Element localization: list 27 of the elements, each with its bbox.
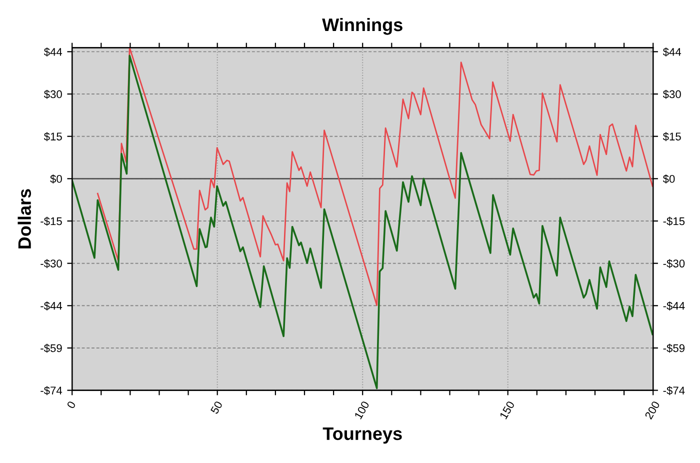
y2-tick-label: -$30 <box>663 259 685 268</box>
y2-tick-label: -$74 <box>663 386 685 396</box>
y2-tick-label: $30 <box>662 90 681 99</box>
y-tick-label: -$15 <box>40 216 62 226</box>
y2-tick-label: $0 <box>662 174 675 184</box>
y2-tick-label: -$44 <box>663 301 685 310</box>
y-tick-label: $0 <box>50 174 62 184</box>
y2-tick-label: -$59 <box>663 344 685 353</box>
y-tick-label: $44 <box>44 47 62 56</box>
y2-tick-label: -$15 <box>663 216 685 226</box>
y-axis-title: Dollars <box>18 189 32 248</box>
x-tick-label: 200 <box>644 400 660 420</box>
x-tick-label: 150 <box>499 400 515 420</box>
y-tick-label: $15 <box>44 132 62 142</box>
y-tick-label: $30 <box>44 90 62 99</box>
y2-tick-label: $44 <box>662 47 682 56</box>
x-tick-label: 100 <box>354 400 370 420</box>
y2-tick-label: $15 <box>662 132 681 142</box>
chart-title: Winnings <box>322 18 402 35</box>
y-tick-label: -$74 <box>40 386 62 396</box>
y-tick-label: -$44 <box>40 301 62 310</box>
y-tick-label: -$59 <box>40 344 62 353</box>
x-tick-label: 0 <box>66 400 76 410</box>
y-tick-label: -$30 <box>40 259 62 268</box>
line-series <box>96 48 654 306</box>
x-tick-label: 50 <box>210 400 223 414</box>
x-axis-title: Tourneys <box>322 427 402 444</box>
